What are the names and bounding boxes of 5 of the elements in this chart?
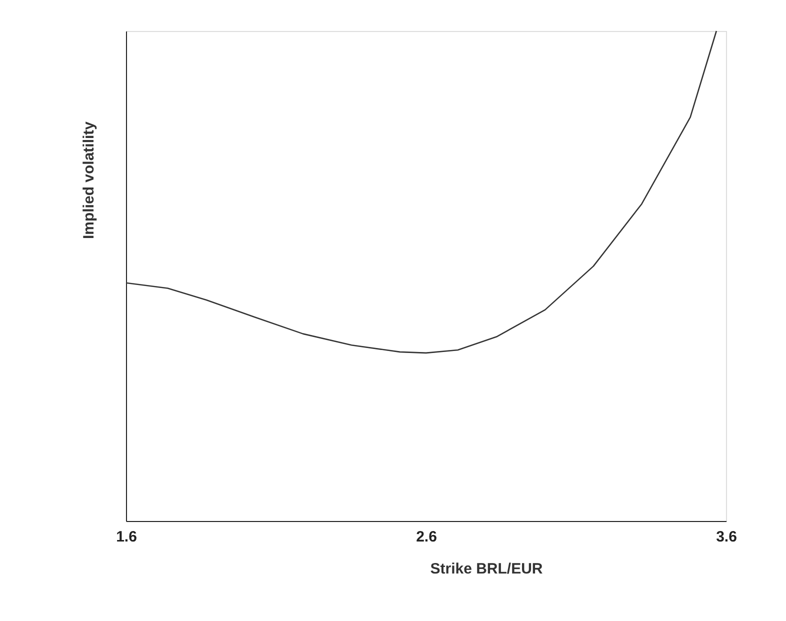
x-axis-title: Strike BRL/EUR <box>430 560 543 578</box>
x-tick-label: 2.6 <box>416 528 437 546</box>
x-tick-label: 1.6 <box>116 528 137 546</box>
x-tick-label: 3.6 <box>716 528 737 546</box>
y-axis-title: Implied volatility <box>80 120 98 240</box>
